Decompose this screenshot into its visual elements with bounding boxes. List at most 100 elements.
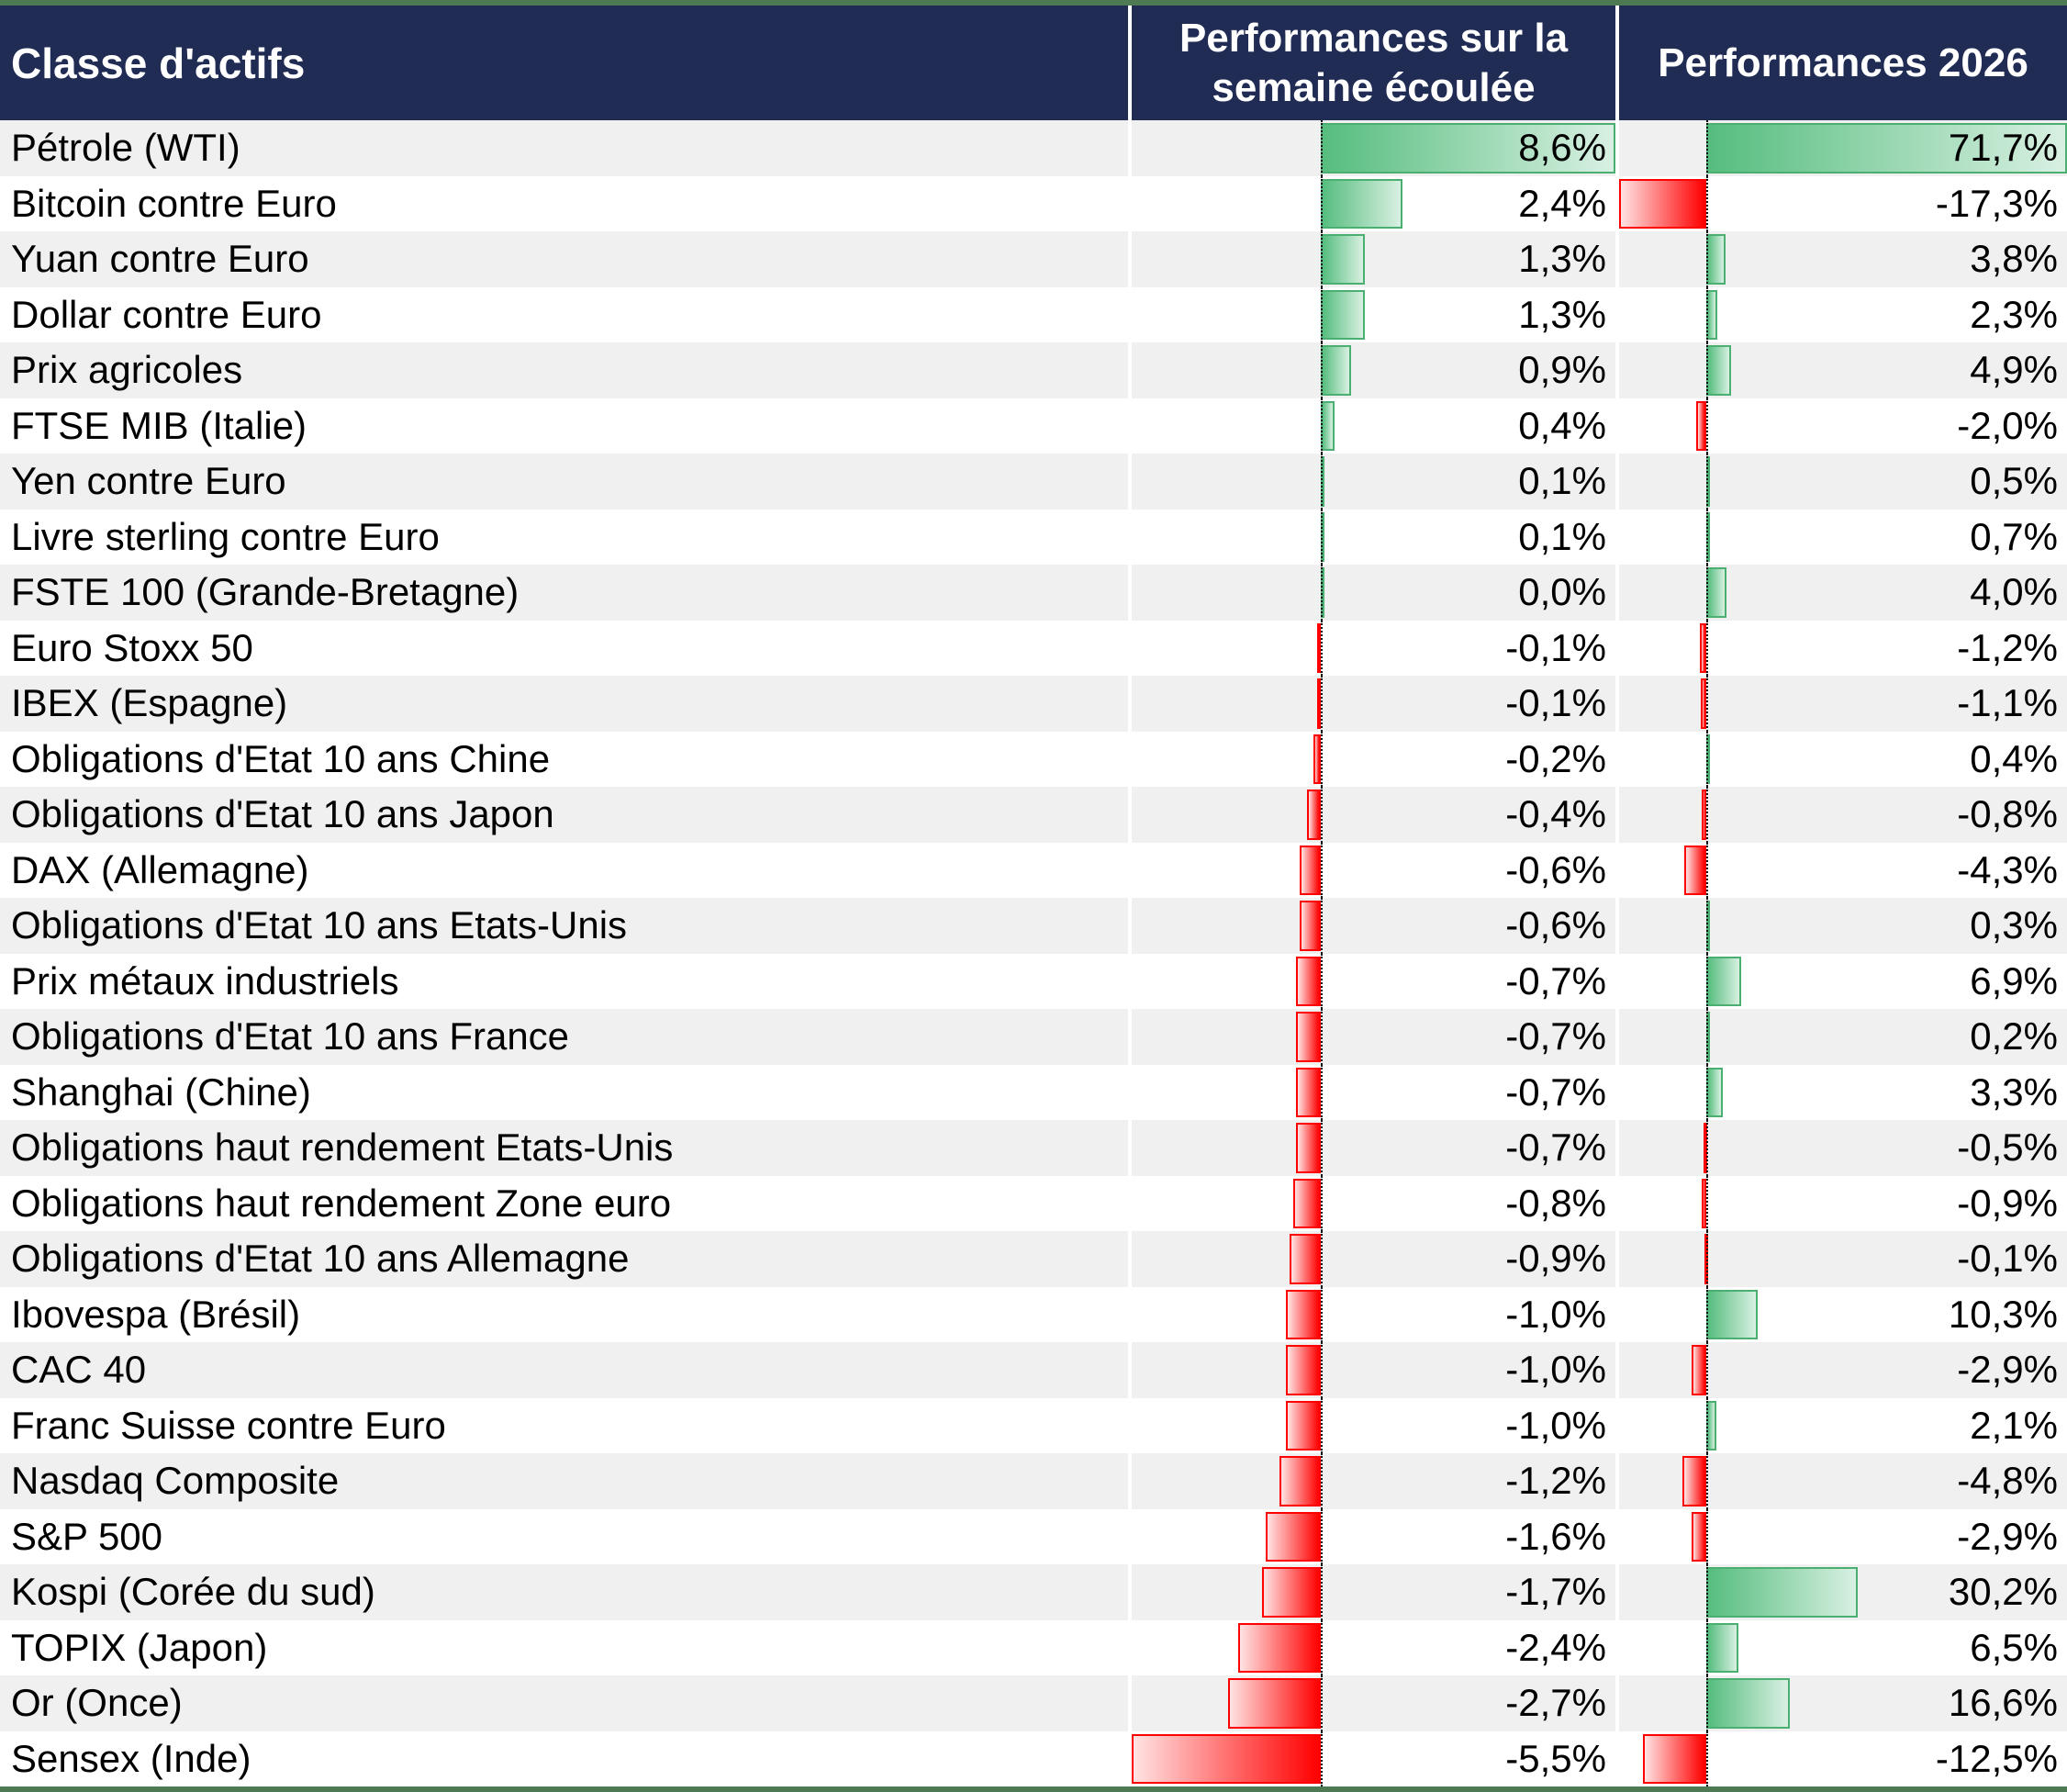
- ytd-perf-value: -1,1%: [1957, 681, 2058, 725]
- ytd-perf-value: 6,9%: [1970, 958, 2058, 1002]
- ytd-perf-cell: 0,7%: [1619, 509, 2067, 565]
- zero-axis-line: [1320, 120, 1323, 176]
- week-perf-value: -0,2%: [1505, 736, 1606, 780]
- table-row: Sensex (Inde) -5,5% -12,5%: [0, 1730, 2067, 1786]
- week-perf-databar: [1316, 678, 1321, 729]
- header-week-performance: Performances sur la semaine écoulée: [1132, 6, 1619, 120]
- asset-name-cell: FTSE MIB (Italie): [0, 398, 1132, 454]
- zero-axis-line: [1320, 953, 1323, 1009]
- zero-axis-line: [1705, 1508, 1708, 1564]
- ytd-perf-value: 30,2%: [1948, 1570, 2058, 1614]
- table-body: Pétrole (WTI) 8,6% 71,7% Bitcoin contre Eur…: [0, 120, 2067, 1786]
- zero-axis-line: [1705, 1675, 1708, 1731]
- ytd-perf-cell: -4,8%: [1619, 1453, 2067, 1509]
- ytd-perf-cell: -1,1%: [1619, 676, 2067, 732]
- week-perf-databar: [1320, 345, 1352, 396]
- table-row: Ibovespa (Brésil) -1,0% 10,3%: [0, 1286, 2067, 1342]
- table-row: Nasdaq Composite -1,2% -4,8%: [0, 1453, 2067, 1509]
- week-perf-databar: [1279, 1456, 1321, 1506]
- asset-name-cell: Shanghai (Chine): [0, 1064, 1132, 1120]
- ytd-perf-cell: -2,0%: [1619, 398, 2067, 454]
- table-row: DAX (Allemagne) -0,6% -4,3%: [0, 842, 2067, 898]
- asset-name-cell: S&P 500: [0, 1508, 1132, 1564]
- zero-axis-line: [1320, 231, 1323, 287]
- week-perf-databar: [1262, 1567, 1321, 1618]
- table-row: Franc Suisse contre Euro -1,0% 2,1%: [0, 1397, 2067, 1453]
- zero-axis-line: [1705, 175, 1708, 231]
- zero-axis-line: [1705, 1453, 1708, 1509]
- asset-name-cell: Obligations haut rendement Etats-Unis: [0, 1120, 1132, 1176]
- week-perf-cell: -0,2%: [1132, 731, 1619, 787]
- zero-axis-line: [1705, 1120, 1708, 1176]
- week-perf-value: 0,1%: [1518, 459, 1606, 503]
- week-perf-cell: -0,7%: [1132, 1064, 1619, 1120]
- week-perf-value: -0,1%: [1505, 681, 1606, 725]
- ytd-perf-databar: [1705, 345, 1731, 396]
- week-perf-value: -1,6%: [1505, 1514, 1606, 1558]
- zero-axis-line: [1320, 1009, 1323, 1065]
- ytd-perf-value: -12,5%: [1935, 1736, 2058, 1780]
- asset-name-cell: Yuan contre Euro: [0, 231, 1132, 287]
- asset-name-cell: Euro Stoxx 50: [0, 620, 1132, 676]
- zero-axis-line: [1320, 286, 1323, 342]
- week-perf-cell: -5,5%: [1132, 1730, 1619, 1786]
- header-2026-performance: Performances 2026: [1658, 39, 2028, 85]
- table-row: Shanghai (Chine) -0,7% 3,3%: [0, 1064, 2067, 1120]
- zero-axis-line: [1705, 953, 1708, 1009]
- week-perf-cell: 2,4%: [1132, 175, 1619, 231]
- table-row: S&P 500 -1,6% -2,9%: [0, 1508, 2067, 1564]
- zero-axis-line: [1320, 731, 1323, 787]
- ytd-perf-databar: [1705, 956, 1741, 1006]
- ytd-perf-value: -4,8%: [1957, 1459, 2058, 1503]
- week-perf-databar: [1292, 1178, 1321, 1228]
- week-perf-databar: [1289, 1234, 1321, 1284]
- week-perf-value: -2,7%: [1505, 1681, 1606, 1725]
- week-perf-cell: -0,6%: [1132, 898, 1619, 954]
- week-perf-cell: -0,7%: [1132, 1120, 1619, 1176]
- zero-axis-line: [1320, 454, 1323, 510]
- ytd-perf-cell: 30,2%: [1619, 1564, 2067, 1620]
- week-perf-databar: [1296, 956, 1321, 1006]
- week-perf-databar: [1296, 1067, 1321, 1117]
- asset-name-cell: Bitcoin contre Euro: [0, 175, 1132, 231]
- asset-name-cell: Obligations d'Etat 10 ans France: [0, 1009, 1132, 1065]
- ytd-perf-cell: 3,3%: [1619, 1064, 2067, 1120]
- ytd-perf-databar: [1701, 1178, 1706, 1228]
- week-perf-cell: -1,0%: [1132, 1286, 1619, 1342]
- week-perf-value: -2,4%: [1505, 1625, 1606, 1669]
- ytd-perf-cell: 71,7%: [1619, 120, 2067, 176]
- zero-axis-line: [1705, 1730, 1708, 1786]
- ytd-perf-databar: [1619, 178, 1706, 229]
- zero-axis-line: [1705, 1175, 1708, 1231]
- week-perf-databar: [1313, 734, 1321, 784]
- table-row: Yuan contre Euro 1,3% 3,8%: [0, 231, 2067, 287]
- ytd-perf-value: -2,0%: [1957, 403, 2058, 447]
- week-perf-cell: -0,1%: [1132, 620, 1619, 676]
- table-row: Obligations haut rendement Zone euro -0,8…: [0, 1175, 2067, 1231]
- zero-axis-line: [1705, 509, 1708, 565]
- zero-axis-line: [1320, 787, 1323, 843]
- zero-axis-line: [1705, 731, 1708, 787]
- asset-name-cell: Obligations d'Etat 10 ans Japon: [0, 787, 1132, 843]
- zero-axis-line: [1705, 286, 1708, 342]
- table-row: Pétrole (WTI) 8,6% 71,7%: [0, 120, 2067, 176]
- week-perf-databar: [1286, 1345, 1321, 1395]
- ytd-perf-cell: -0,5%: [1619, 1120, 2067, 1176]
- ytd-perf-cell: 0,4%: [1619, 731, 2067, 787]
- table-row: Prix agricoles 0,9% 4,9%: [0, 342, 2067, 398]
- ytd-perf-databar: [1702, 790, 1706, 840]
- asset-name-cell: Sensex (Inde): [0, 1730, 1132, 1786]
- week-perf-value: -0,4%: [1505, 792, 1606, 836]
- week-perf-value: -0,7%: [1505, 1126, 1606, 1170]
- table-row: Obligations d'Etat 10 ans Japon -0,4% -0,8…: [0, 787, 2067, 843]
- asset-name-cell: Kospi (Corée du sud): [0, 1564, 1132, 1620]
- ytd-perf-value: 2,3%: [1970, 292, 2058, 336]
- ytd-perf-cell: 4,9%: [1619, 342, 2067, 398]
- week-perf-value: 8,6%: [1518, 126, 1606, 170]
- zero-axis-line: [1705, 454, 1708, 510]
- ytd-perf-value: 3,3%: [1970, 1070, 2058, 1114]
- week-perf-cell: -1,0%: [1132, 1397, 1619, 1453]
- ytd-perf-value: 71,7%: [1948, 126, 2058, 170]
- zero-axis-line: [1320, 398, 1323, 454]
- zero-axis-line: [1320, 676, 1323, 732]
